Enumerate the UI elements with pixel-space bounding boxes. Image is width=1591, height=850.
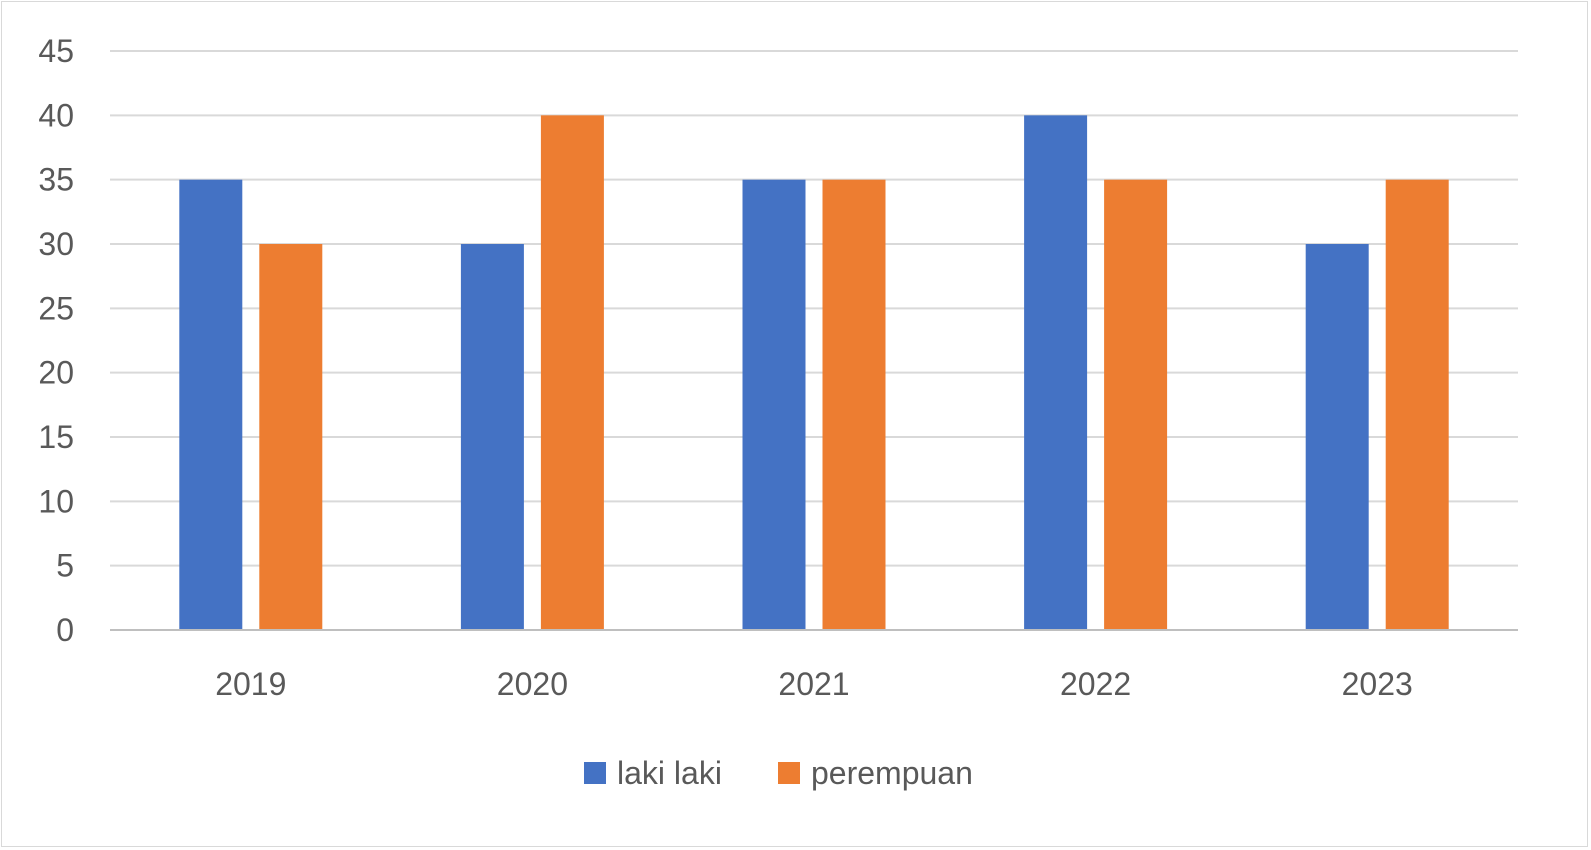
y-tick-label-10: 10 (38, 483, 74, 519)
y-tick-label-5: 5 (56, 548, 74, 584)
legend-swatch-laki-laki (584, 762, 606, 784)
y-tick-label-35: 35 (38, 162, 74, 198)
y-tick-label-25: 25 (38, 290, 74, 326)
y-tick-label-15: 15 (38, 419, 74, 455)
y-tick-label-45: 45 (38, 33, 74, 69)
y-axis-tick-labels: 0 5 10 15 20 25 30 35 40 45 (38, 33, 74, 648)
bar-perempuan-2023 (1385, 179, 1449, 630)
y-tick-label-0: 0 (56, 612, 74, 648)
x-tick-label-2019: 2019 (215, 666, 286, 702)
bar-perempuan-2020 (540, 115, 604, 631)
legend-label-laki-laki: laki laki (617, 755, 722, 791)
bar-perempuan-2021 (822, 179, 886, 630)
bar-laki-laki-2022 (1024, 115, 1088, 631)
y-tick-label-30: 30 (38, 226, 74, 262)
legend-label-perempuan: perempuan (811, 755, 973, 791)
bar-laki-laki-2020 (460, 244, 524, 630)
bar-laki-laki-2019 (179, 179, 243, 630)
x-tick-label-2021: 2021 (778, 666, 849, 702)
y-tick-label-20: 20 (38, 355, 74, 391)
bar-laki-laki-2021 (742, 179, 806, 630)
x-tick-label-2022: 2022 (1060, 666, 1131, 702)
bar-laki-laki-2023 (1305, 244, 1369, 630)
bar-perempuan-2022 (1104, 179, 1168, 630)
x-axis-category-labels: 2019 2020 2021 2022 2023 (215, 666, 1413, 702)
legend-swatch-perempuan (778, 762, 800, 784)
bar-perempuan-2019 (259, 244, 323, 630)
bars (179, 115, 1449, 631)
gridlines (110, 50, 1518, 567)
x-tick-label-2023: 2023 (1342, 666, 1413, 702)
x-tick-label-2020: 2020 (497, 666, 568, 702)
y-tick-label-40: 40 (38, 97, 74, 133)
legend: laki laki perempuan (584, 755, 973, 791)
